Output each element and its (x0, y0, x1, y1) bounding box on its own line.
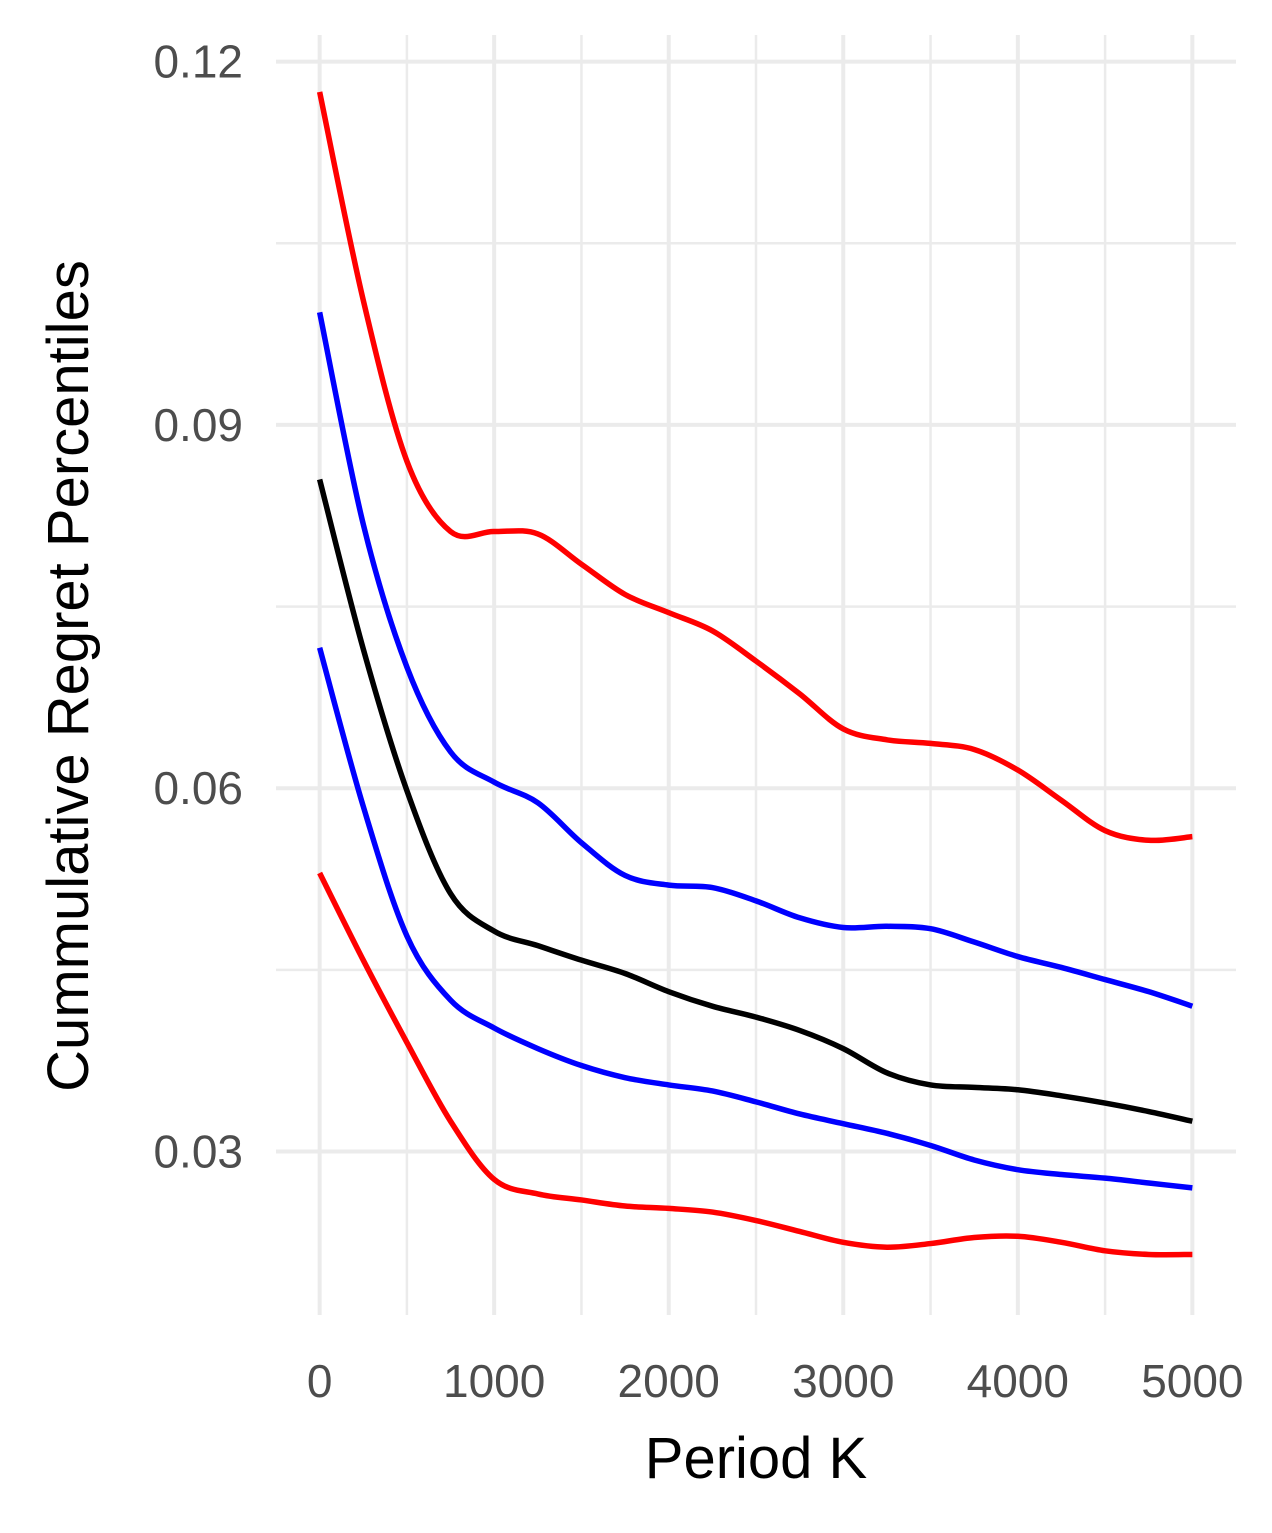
series-line-5 (317, 871, 1193, 1258)
major-gridlines (276, 35, 1236, 1315)
series-line-3 (316, 478, 1193, 1124)
series-line-1 (316, 91, 1193, 844)
y-tick-label: 0.09 (153, 399, 243, 451)
x-tick-label: 3000 (792, 1355, 894, 1407)
x-tick-label: 5000 (1141, 1355, 1243, 1407)
x-axis-tick-labels: 0 1000 2000 3000 4000 5000 (307, 1355, 1244, 1407)
y-tick-label: 0.12 (153, 36, 243, 88)
x-tick-label: 2000 (618, 1355, 720, 1407)
series-lines (316, 91, 1194, 1258)
series-line-2 (316, 311, 1194, 1009)
minor-gridlines (276, 35, 1236, 1315)
x-tick-label: 0 (307, 1355, 333, 1407)
x-tick-label: 4000 (967, 1355, 1069, 1407)
y-axis-tick-labels: 0.03 0.06 0.09 0.12 (153, 36, 243, 1178)
y-tick-label: 0.03 (153, 1126, 243, 1178)
x-tick-label: 1000 (443, 1355, 545, 1407)
series-line-4 (316, 647, 1193, 1191)
y-tick-label: 0.06 (153, 762, 243, 814)
x-axis-title: Period K (645, 1426, 868, 1491)
y-axis-title: Cummulative Regret Percentiles (36, 260, 101, 1092)
